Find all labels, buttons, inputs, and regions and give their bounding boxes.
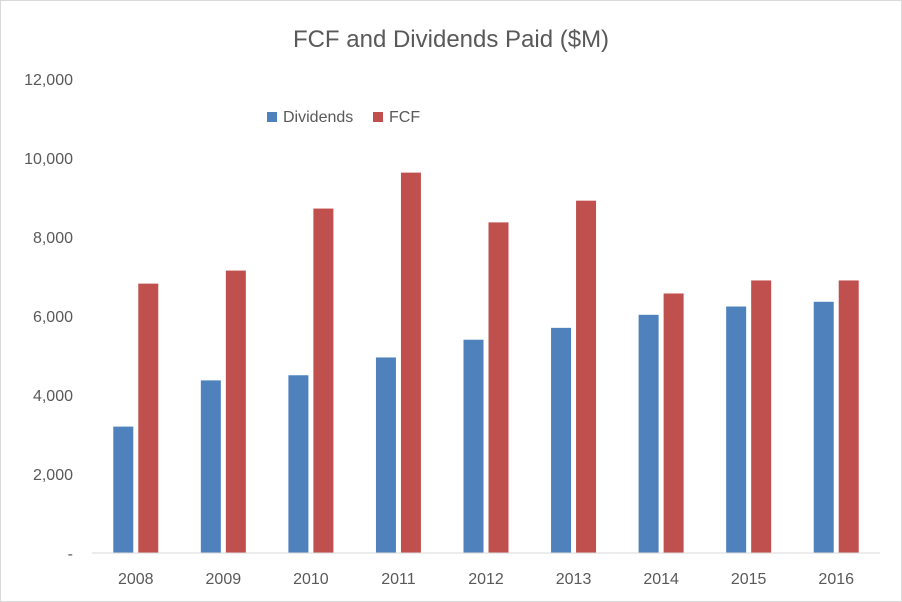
bar-fcf-2011[interactable]: [400, 172, 421, 554]
bar-dividends-2014[interactable]: [638, 314, 659, 553]
bar-dividends-2011[interactable]: [375, 357, 396, 553]
bar-dividends-2013[interactable]: [551, 327, 572, 553]
y-tick-label: 2,000: [33, 467, 73, 484]
x-tick-label: 2016: [818, 571, 854, 588]
y-tick-label: 12,000: [24, 72, 73, 89]
x-tick-label: 2008: [118, 571, 154, 588]
bars-group: [113, 172, 859, 554]
x-tick-label: 2009: [206, 571, 242, 588]
x-tick-label: 2013: [556, 571, 592, 588]
legend-label-dividends[interactable]: Dividends: [283, 109, 353, 126]
y-tick-label: 6,000: [33, 309, 73, 326]
y-tick-label: 8,000: [33, 230, 73, 247]
bar-fcf-2016[interactable]: [838, 280, 859, 553]
legend-label-fcf[interactable]: FCF: [389, 109, 420, 126]
bar-fcf-2008[interactable]: [138, 283, 159, 553]
bar-dividends-2008[interactable]: [113, 426, 134, 553]
y-tick-label: 4,000: [33, 388, 73, 405]
bar-dividends-2010[interactable]: [288, 375, 309, 553]
bar-fcf-2013[interactable]: [576, 200, 597, 553]
legend-swatch-fcf: [373, 112, 383, 122]
y-tick-label: 10,000: [24, 151, 73, 168]
y-tick-label: -: [68, 546, 73, 563]
bar-fcf-2009[interactable]: [225, 270, 246, 553]
bar-fcf-2012[interactable]: [488, 222, 509, 553]
bar-fcf-2010[interactable]: [313, 208, 334, 553]
bar-dividends-2012[interactable]: [463, 339, 484, 553]
bar-dividends-2015[interactable]: [726, 306, 747, 553]
x-tick-label: 2011: [381, 571, 416, 588]
legend: Dividends FCF: [267, 109, 420, 126]
x-tick-label: 2015: [731, 571, 767, 588]
chart-title: FCF and Dividends Paid ($M): [293, 26, 609, 53]
bar-fcf-2015[interactable]: [751, 280, 772, 553]
bar-fcf-2014[interactable]: [663, 293, 684, 553]
y-axis-labels: - 2,000 4,000 6,000 8,000 10,000 12,000: [24, 72, 73, 563]
x-tick-label: 2014: [643, 571, 679, 588]
legend-swatch-dividends: [267, 112, 277, 122]
bar-dividends-2016[interactable]: [813, 301, 834, 553]
x-tick-label: 2012: [468, 571, 504, 588]
x-axis-labels: 2008 2009 2010 2011 2012 2013 2014 2015 2016: [118, 571, 854, 588]
bar-dividends-2009[interactable]: [200, 380, 221, 553]
x-tick-label: 2010: [293, 571, 329, 588]
